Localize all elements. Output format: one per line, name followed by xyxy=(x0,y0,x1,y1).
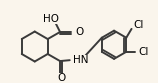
Text: O: O xyxy=(75,27,83,37)
Text: O: O xyxy=(58,73,66,83)
Text: HO: HO xyxy=(43,14,59,24)
Text: Cl: Cl xyxy=(133,20,144,30)
Text: Cl: Cl xyxy=(139,47,149,57)
Text: HN: HN xyxy=(73,55,89,65)
